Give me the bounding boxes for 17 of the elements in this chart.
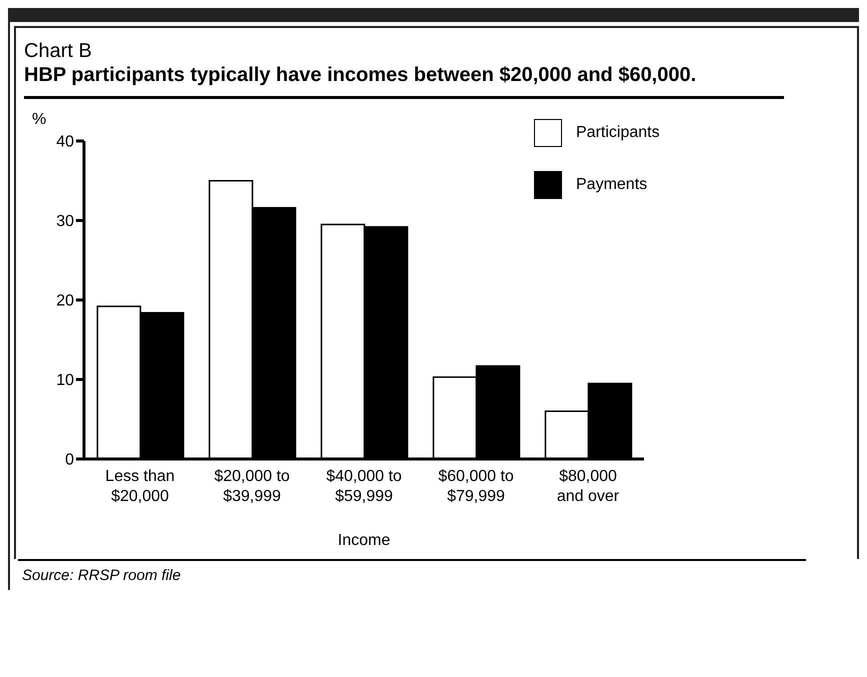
x-tick-label: Less than $20,000 [105,468,175,505]
y-tick-label: 40 [56,134,74,151]
y-tick-label: 30 [56,213,74,230]
x-tick-label: $80,000 and over [556,468,620,505]
chart-subtitle: HBP participants typically have incomes between $20,000 and $60,000. [24,63,784,99]
y-tick-label: 0 [65,452,74,469]
y-tick-label: 20 [56,292,74,310]
x-tick-label: $40,000 to $59,999 [326,468,402,505]
source-note: Source: RRSP room file [22,567,182,584]
x-tick-label: $60,000 to $79,999 [438,468,514,505]
x-tick-label: $20,000 to $39,999 [214,468,290,505]
chart-title: Chart B [24,40,93,63]
x-axis-title: Income [338,532,390,549]
legend-label: Payments [576,176,648,194]
y-axis-title: % [32,111,46,129]
y-tick-label: 10 [56,372,74,390]
legend-label: Participants [576,124,660,142]
